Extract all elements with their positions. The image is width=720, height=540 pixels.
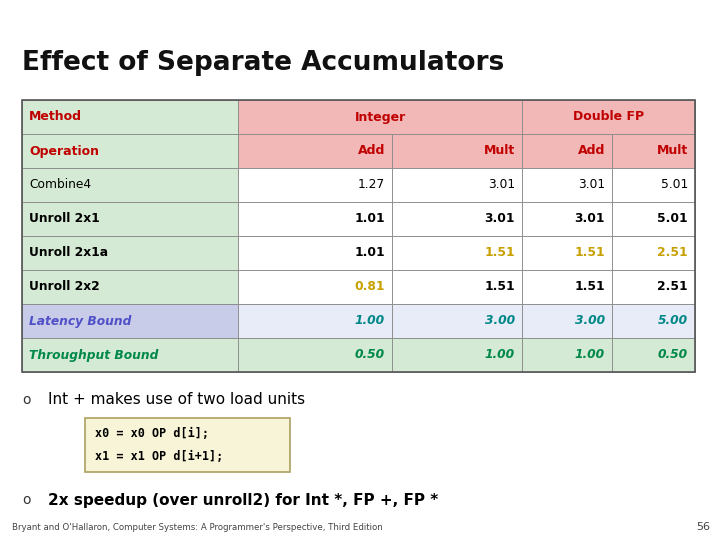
Text: 1.00: 1.00: [355, 314, 385, 327]
Text: Carnegie Mellon: Carnegie Mellon: [593, 7, 709, 20]
Bar: [612, 134, 695, 168]
Text: Add: Add: [577, 145, 605, 158]
Text: 2.51: 2.51: [657, 246, 688, 260]
Bar: [612, 236, 695, 270]
Bar: [22, 134, 238, 168]
Bar: [612, 202, 695, 236]
Bar: [85, 418, 290, 472]
Bar: [612, 304, 695, 338]
Text: 56: 56: [696, 522, 710, 532]
Text: 3.01: 3.01: [485, 213, 515, 226]
Bar: [522, 134, 612, 168]
Bar: [522, 270, 612, 304]
Bar: [392, 338, 522, 372]
Bar: [522, 304, 612, 338]
Text: 2.51: 2.51: [657, 280, 688, 294]
Bar: [522, 338, 612, 372]
Text: 1.01: 1.01: [354, 213, 385, 226]
Bar: [238, 100, 522, 134]
Bar: [22, 168, 238, 202]
Bar: [238, 236, 392, 270]
Bar: [22, 304, 238, 338]
Text: Bryant and O'Hallaron, Computer Systems: A Programmer's Perspective, Third Editi: Bryant and O'Hallaron, Computer Systems:…: [12, 523, 383, 532]
Text: 5.01: 5.01: [657, 213, 688, 226]
Text: 3.01: 3.01: [575, 213, 605, 226]
Bar: [238, 168, 392, 202]
Text: 3.01: 3.01: [488, 179, 515, 192]
Text: o: o: [22, 393, 30, 407]
Text: Latency Bound: Latency Bound: [29, 314, 131, 327]
Text: x0 = x0 OP d[i];: x0 = x0 OP d[i];: [95, 427, 209, 440]
Text: 5.01: 5.01: [661, 179, 688, 192]
Bar: [612, 168, 695, 202]
Bar: [392, 270, 522, 304]
Bar: [238, 270, 392, 304]
Bar: [392, 134, 522, 168]
Text: 5.00: 5.00: [658, 314, 688, 327]
Bar: [392, 202, 522, 236]
Bar: [392, 168, 522, 202]
Text: Method: Method: [29, 111, 82, 124]
Text: Add: Add: [358, 145, 385, 158]
Text: 3.00: 3.00: [575, 314, 605, 327]
Text: Unroll 2x1: Unroll 2x1: [29, 213, 100, 226]
Bar: [238, 304, 392, 338]
Text: Unroll 2x1a: Unroll 2x1a: [29, 246, 108, 260]
Bar: [22, 100, 238, 134]
Bar: [22, 202, 238, 236]
Text: 1.51: 1.51: [485, 246, 515, 260]
Text: 3.00: 3.00: [485, 314, 515, 327]
Text: 2x speedup (over unroll2) for Int *, FP +, FP *: 2x speedup (over unroll2) for Int *, FP …: [48, 492, 438, 508]
Text: 1.00: 1.00: [575, 348, 605, 361]
Text: Integer: Integer: [354, 111, 405, 124]
Bar: [238, 338, 392, 372]
Bar: [22, 100, 695, 372]
Text: Unroll 2x2: Unroll 2x2: [29, 280, 100, 294]
Text: Mult: Mult: [484, 145, 515, 158]
Text: 1.01: 1.01: [354, 246, 385, 260]
Text: o: o: [22, 493, 30, 507]
Text: 1.27: 1.27: [358, 179, 385, 192]
Bar: [522, 168, 612, 202]
Text: Throughput Bound: Throughput Bound: [29, 348, 158, 361]
Bar: [392, 236, 522, 270]
Bar: [22, 338, 238, 372]
Text: Combine4: Combine4: [29, 179, 91, 192]
Text: 0.50: 0.50: [658, 348, 688, 361]
Text: 0.81: 0.81: [354, 280, 385, 294]
Bar: [522, 236, 612, 270]
Text: 1.51: 1.51: [575, 246, 605, 260]
Bar: [522, 100, 695, 134]
Text: 1.51: 1.51: [575, 280, 605, 294]
Text: Effect of Separate Accumulators: Effect of Separate Accumulators: [22, 50, 504, 76]
Text: Int + makes use of two load units: Int + makes use of two load units: [48, 393, 305, 408]
Text: 1.00: 1.00: [485, 348, 515, 361]
Text: 3.01: 3.01: [578, 179, 605, 192]
Bar: [392, 304, 522, 338]
Bar: [22, 236, 238, 270]
Text: Double FP: Double FP: [573, 111, 644, 124]
Text: Mult: Mult: [657, 145, 688, 158]
Bar: [238, 202, 392, 236]
Bar: [612, 338, 695, 372]
Text: x1 = x1 OP d[i+1];: x1 = x1 OP d[i+1];: [95, 450, 223, 463]
Bar: [22, 270, 238, 304]
Text: 1.51: 1.51: [485, 280, 515, 294]
Text: Operation: Operation: [29, 145, 99, 158]
Bar: [238, 134, 392, 168]
Text: 0.50: 0.50: [355, 348, 385, 361]
Bar: [522, 202, 612, 236]
Bar: [612, 270, 695, 304]
